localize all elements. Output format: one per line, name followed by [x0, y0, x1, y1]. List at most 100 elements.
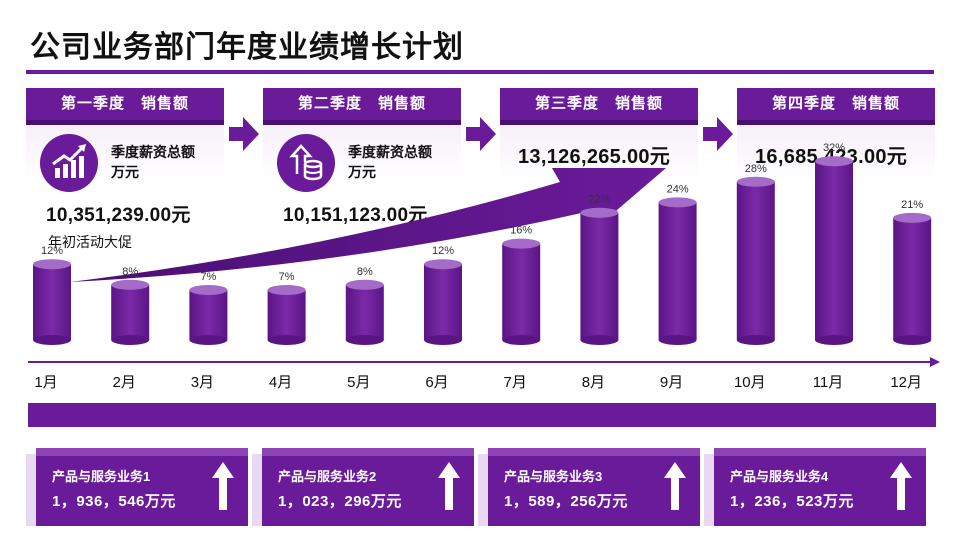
bar-top — [736, 176, 775, 187]
month-label: 3月 — [191, 374, 214, 391]
bar-body — [111, 284, 150, 340]
bar-body — [580, 212, 619, 340]
bar-top — [502, 238, 541, 249]
coins-upload-icon — [277, 134, 335, 192]
bar-9月 — [658, 197, 697, 345]
quarter-3-amount: 13,126,265.00元 — [518, 146, 671, 168]
bar-base — [345, 335, 384, 345]
quarter-1-header: 第一季度 销售额 — [26, 88, 224, 125]
bar-base — [815, 335, 853, 345]
quarter-1-note: 年初活动大促 — [48, 234, 132, 250]
bar-2月 — [111, 279, 150, 345]
bar-body — [189, 289, 228, 340]
product-1-label: 产品与服务业务1 — [52, 469, 151, 484]
quarter-1-box: 第一季度 销售额 季度薪资总额 万元 10,351,239.00元 年初活动大促 — [26, 88, 224, 250]
bar-top — [267, 284, 306, 295]
monthly-growth-chart: 12% 1月 8% 2月 7% 3月 7% 4月 8% 5月 12% 6月 16% 7月 22% 8月 24% 9… — [28, 142, 940, 391]
month-label: 8月 — [582, 374, 605, 391]
bar-top — [893, 212, 932, 223]
bar-base — [189, 335, 228, 345]
quarter-1-amount: 10,351,239.00元 — [46, 205, 191, 226]
bar-4月 — [267, 284, 306, 345]
bar-base — [33, 335, 71, 345]
month-label: 12月 — [890, 374, 922, 391]
bar-10月 — [736, 176, 775, 345]
value-label: 16% — [510, 225, 532, 237]
product-2-value: 1，023，296万元 — [278, 493, 402, 510]
bar-body — [345, 284, 384, 340]
bar-body — [658, 202, 697, 340]
product-card-3: 产品与服务业务3 1，589，256万元 — [478, 448, 700, 526]
bar-base — [580, 335, 619, 345]
product-4-value: 1，236，523万元 — [730, 493, 854, 510]
bar-8月 — [580, 207, 619, 345]
bar-11月 — [815, 156, 853, 345]
bar-body — [267, 289, 306, 340]
value-label: 21% — [901, 199, 923, 211]
bar-body — [424, 264, 462, 340]
month-label: 4月 — [269, 374, 292, 391]
growth-chart-icon — [40, 134, 98, 192]
bar-top — [111, 279, 150, 290]
value-label: 8% — [122, 266, 138, 278]
product-card-2: 产品与服务业务2 1，023，296万元 — [252, 448, 474, 526]
month-label: 10月 — [734, 374, 766, 391]
month-label: 7月 — [504, 374, 527, 391]
bar-5月 — [345, 279, 384, 345]
quarter-2-header: 第二季度 销售额 — [263, 88, 461, 125]
x-axis-arrowhead — [930, 357, 940, 367]
value-label: 8% — [357, 266, 373, 278]
value-label: 7% — [279, 271, 295, 283]
month-label: 9月 — [660, 374, 683, 391]
product-1-value: 1，936，546万元 — [52, 493, 176, 510]
quarter-2-subtitle-line2: 万元 — [348, 164, 376, 180]
value-label: 12% — [41, 245, 63, 257]
chevron-right-icon — [703, 117, 733, 151]
bar-top — [658, 197, 697, 208]
bar-top — [815, 156, 853, 167]
timeline-base-bar — [28, 403, 936, 427]
up-arrow-icon — [890, 462, 912, 510]
bar-3月 — [189, 284, 228, 345]
value-label: 7% — [200, 271, 216, 283]
bar-top — [33, 259, 71, 270]
bar-body — [736, 181, 775, 340]
value-label: 22% — [588, 194, 610, 206]
month-label: 11月 — [813, 374, 844, 391]
bar-body — [893, 217, 932, 340]
bar-12月 — [893, 212, 932, 345]
bar-top — [345, 279, 384, 290]
quarter-3-header: 第三季度 销售额 — [500, 88, 698, 125]
title-divider — [26, 70, 934, 74]
bar-body — [33, 264, 71, 340]
bar-base — [502, 335, 541, 345]
bar-body — [815, 161, 853, 340]
chevron-right-icon — [466, 117, 496, 151]
bar-6月 — [424, 259, 462, 345]
product-card-4: 产品与服务业务4 1，236，523万元 — [704, 448, 926, 526]
product-2-label: 产品与服务业务2 — [278, 469, 377, 484]
product-card-1: 产品与服务业务1 1，936，546万元 — [26, 448, 248, 526]
page-title: 公司业务部门年度业绩增长计划 — [30, 31, 464, 64]
bar-base — [424, 335, 462, 345]
bar-base — [893, 335, 932, 345]
value-label: 12% — [432, 245, 454, 257]
chevron-right-icon — [229, 117, 259, 151]
product-3-label: 产品与服务业务3 — [504, 469, 603, 484]
product-3-value: 1，589，256万元 — [504, 493, 628, 510]
quarter-2-subtitle-line1: 季度薪资总额 — [348, 144, 432, 160]
value-label: 24% — [667, 183, 689, 195]
bar-base — [736, 335, 775, 345]
up-arrow-icon — [664, 462, 686, 510]
bar-base — [111, 335, 150, 345]
value-label: 32% — [823, 142, 845, 154]
bar-top — [189, 284, 228, 295]
quarter-1-subtitle-line1: 季度薪资总额 — [111, 144, 195, 160]
bar-top — [580, 207, 619, 218]
bar-body — [502, 243, 541, 340]
bar-7月 — [502, 238, 541, 345]
up-arrow-icon — [438, 462, 460, 510]
quarter-1-subtitle-line2: 万元 — [111, 164, 139, 180]
month-label: 6月 — [425, 374, 448, 391]
up-arrow-icon — [212, 462, 234, 510]
